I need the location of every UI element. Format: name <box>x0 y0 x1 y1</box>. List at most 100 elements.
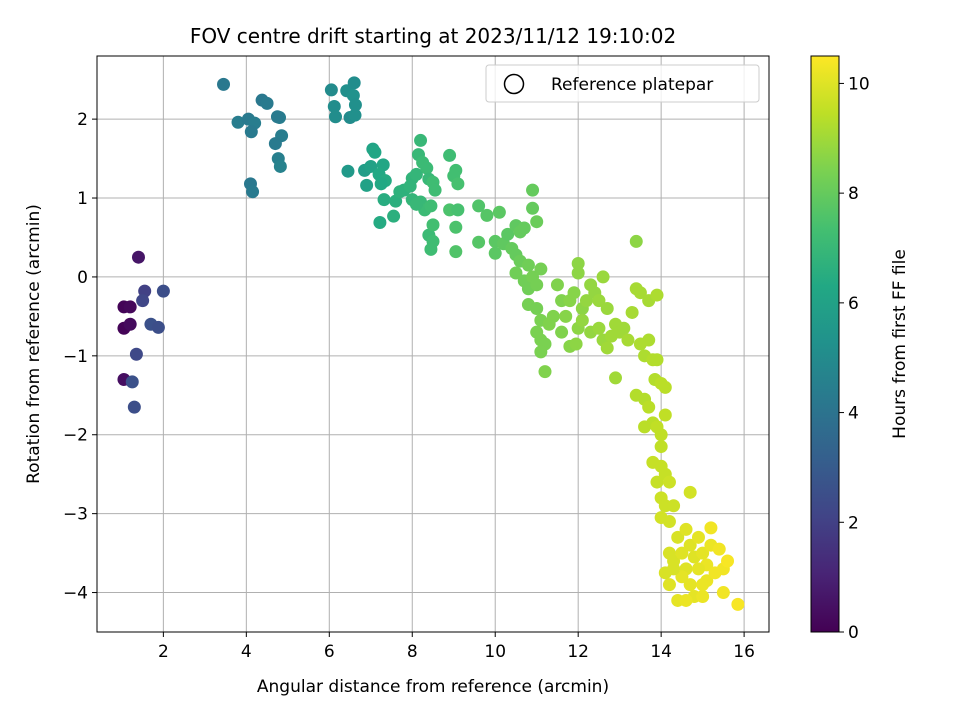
data-point <box>712 542 726 556</box>
data-point <box>596 270 610 284</box>
data-point <box>488 246 502 260</box>
data-point <box>721 554 735 568</box>
colorbar-tick-label: 2 <box>848 513 859 533</box>
data-point <box>420 161 434 175</box>
data-point <box>650 288 664 302</box>
data-point <box>658 380 672 394</box>
data-point <box>679 593 693 607</box>
data-point <box>638 420 652 434</box>
data-point <box>534 262 548 276</box>
y-tick-label: −2 <box>63 426 88 446</box>
data-point <box>123 317 137 331</box>
legend-marker-icon <box>503 73 525 95</box>
data-point <box>127 400 141 414</box>
data-point <box>534 345 548 359</box>
x-axis-ticks: 2 4 6 8 10 12 14 16 <box>158 632 755 662</box>
data-point <box>675 546 689 560</box>
data-point <box>662 475 676 489</box>
data-point <box>571 257 585 271</box>
data-point <box>521 258 535 272</box>
data-point <box>592 294 606 308</box>
data-point <box>569 337 583 351</box>
data-point <box>538 365 552 379</box>
data-point <box>501 227 515 241</box>
data-point <box>368 145 382 159</box>
data-point <box>125 375 139 389</box>
data-point <box>341 164 355 178</box>
data-point <box>671 530 685 544</box>
data-point <box>546 309 560 323</box>
data-point <box>731 597 745 611</box>
x-tick-label: 12 <box>567 642 589 662</box>
legend-box <box>485 64 760 103</box>
data-point <box>530 278 544 292</box>
data-point <box>609 371 623 385</box>
x-tick-label: 14 <box>650 642 672 662</box>
data-point <box>348 108 362 122</box>
x-tick-label: 10 <box>484 642 506 662</box>
data-point <box>327 99 341 113</box>
data-point <box>621 333 635 347</box>
data-point <box>428 183 442 197</box>
x-tick-label: 6 <box>324 642 335 662</box>
data-point <box>716 586 730 600</box>
y-tick-label: −3 <box>63 505 88 525</box>
data-point <box>273 159 287 173</box>
data-point <box>658 408 672 422</box>
x-axis-title: Angular distance from reference (arcmin) <box>257 677 609 697</box>
data-point <box>708 566 722 580</box>
data-point <box>696 589 710 603</box>
data-point <box>451 177 465 191</box>
data-point <box>567 286 581 300</box>
data-point <box>654 440 668 454</box>
data-point <box>151 320 165 334</box>
x-tick-label: 8 <box>407 642 418 662</box>
data-point <box>129 347 143 361</box>
legend-entry: Reference platepar <box>551 75 713 95</box>
colorbar-tick-label: 0 <box>848 623 859 643</box>
data-point <box>449 245 463 259</box>
data-point <box>683 578 697 592</box>
data-point <box>654 428 668 442</box>
x-tick-label: 2 <box>158 642 169 662</box>
colorbar <box>810 55 840 633</box>
colorbar-ticks: 0 2 4 6 8 10 <box>839 74 870 643</box>
data-point <box>704 521 718 535</box>
data-point <box>246 185 260 199</box>
data-point <box>683 538 697 552</box>
colorbar-tick-label: 8 <box>848 184 859 204</box>
data-point <box>571 266 585 280</box>
data-point <box>387 209 401 223</box>
data-point <box>633 286 647 300</box>
data-point <box>555 325 569 339</box>
data-point <box>217 77 231 91</box>
data-point <box>696 546 710 560</box>
y-tick-label: 1 <box>77 189 88 209</box>
x-tick-label: 16 <box>733 642 755 662</box>
data-point <box>600 301 614 315</box>
data-point <box>492 205 506 219</box>
data-point <box>348 98 362 112</box>
data-point <box>443 148 457 162</box>
y-tick-label: −1 <box>63 347 88 367</box>
data-point <box>449 220 463 234</box>
data-point <box>426 218 440 232</box>
data-point <box>559 309 573 323</box>
data-point <box>377 193 391 207</box>
data-point <box>679 522 693 536</box>
y-tick-label: 2 <box>77 110 88 130</box>
data-point <box>642 333 656 347</box>
data-point <box>329 110 343 124</box>
data-point <box>592 321 606 335</box>
data-point <box>526 201 540 215</box>
data-point <box>480 208 494 222</box>
data-point <box>617 321 631 335</box>
plot-frame <box>96 55 770 633</box>
colorbar-tick-label: 6 <box>848 294 859 314</box>
y-axis-ticks: −4 −3 −2 −1 0 1 2 <box>63 110 97 604</box>
data-point <box>472 235 486 249</box>
data-point <box>629 234 643 248</box>
data-point <box>409 167 423 181</box>
data-point <box>347 76 361 90</box>
data-point <box>696 578 710 592</box>
